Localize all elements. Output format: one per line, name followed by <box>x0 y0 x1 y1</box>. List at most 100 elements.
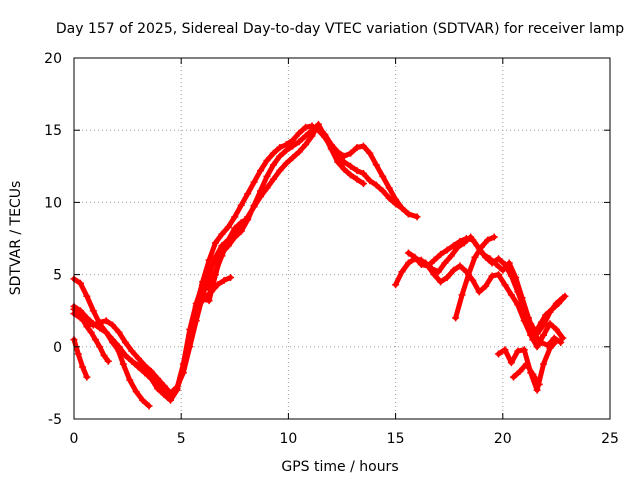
data-point <box>145 402 153 410</box>
data-point <box>76 279 84 287</box>
data-point <box>359 180 367 188</box>
data-point <box>501 346 509 354</box>
data-point <box>501 281 509 289</box>
data-point <box>100 351 108 359</box>
data-point <box>126 376 134 384</box>
data-point <box>231 224 239 232</box>
data-point <box>507 291 515 299</box>
data-point <box>89 321 97 329</box>
data-point <box>434 268 442 276</box>
data-point <box>302 132 310 140</box>
data-point <box>102 328 110 336</box>
data-point <box>449 266 457 274</box>
data-point <box>559 334 567 342</box>
data-point <box>546 344 554 352</box>
data-point <box>353 144 361 152</box>
data-point <box>537 318 545 326</box>
data-point <box>250 178 258 186</box>
data-point <box>109 321 117 329</box>
y-tick-label: -5 <box>48 412 62 428</box>
data-point <box>561 292 569 300</box>
data-point <box>276 167 284 175</box>
data-point <box>542 311 550 319</box>
data-series <box>70 120 569 410</box>
data-point <box>295 148 303 156</box>
data-point <box>244 190 252 198</box>
data-point <box>79 363 87 371</box>
data-point <box>102 317 110 325</box>
data-point <box>456 262 464 270</box>
series-track-line <box>71 337 90 380</box>
data-point <box>398 204 406 212</box>
data-point <box>495 271 503 279</box>
data-point <box>334 158 342 166</box>
data-point <box>139 396 147 404</box>
data-point <box>430 256 438 264</box>
data-point <box>282 159 290 167</box>
data-point <box>321 132 329 140</box>
data-point <box>495 350 503 358</box>
data-point <box>205 297 213 305</box>
data-point <box>398 268 406 276</box>
data-point <box>104 357 112 365</box>
data-point <box>128 357 136 365</box>
data-point <box>327 145 335 153</box>
data-point <box>224 237 232 245</box>
axis-ticks: 0 5 10 15 20 25 -5 0 5 10 15 20 <box>44 51 619 447</box>
data-point <box>518 294 526 302</box>
data-point <box>437 278 445 286</box>
data-point <box>492 260 500 268</box>
y-tick-label: 10 <box>44 195 62 211</box>
data-point <box>529 336 537 344</box>
data-point <box>505 259 513 267</box>
x-axis-label: GPS time / hours <box>281 459 398 475</box>
data-point <box>276 144 284 152</box>
data-point <box>199 295 207 303</box>
series-5 <box>70 336 91 381</box>
data-point <box>520 317 528 325</box>
data-point <box>295 138 303 146</box>
data-point <box>147 375 155 383</box>
data-point <box>340 152 348 160</box>
data-point <box>132 388 140 396</box>
data-point <box>119 360 127 368</box>
series-10 <box>392 255 567 351</box>
data-point <box>250 203 258 211</box>
y-axis-label: SDTVAR / TECUs <box>8 181 24 296</box>
x-tick-label: 20 <box>494 431 512 447</box>
series-9 <box>194 237 232 307</box>
data-point <box>115 328 123 336</box>
data-point <box>443 273 451 281</box>
data-point <box>353 167 361 175</box>
x-tick-label: 10 <box>279 431 297 447</box>
data-point <box>96 320 104 328</box>
data-point <box>141 369 149 377</box>
data-point <box>477 243 485 251</box>
series-14 <box>495 337 560 394</box>
y-tick-label: 20 <box>44 51 62 67</box>
data-point <box>295 129 303 137</box>
data-point <box>512 273 520 281</box>
data-point <box>480 250 488 258</box>
data-point <box>510 373 518 381</box>
data-point <box>79 315 87 323</box>
data-point <box>160 382 168 390</box>
data-point <box>263 157 271 165</box>
data-point <box>359 170 367 178</box>
data-point <box>347 171 355 179</box>
data-point <box>263 172 271 180</box>
data-point <box>212 239 220 247</box>
data-point <box>516 367 524 375</box>
data-point <box>289 154 297 162</box>
data-point <box>347 149 355 157</box>
x-tick-label: 25 <box>601 431 619 447</box>
data-point <box>522 360 530 368</box>
y-tick-label: 0 <box>53 340 62 356</box>
data-point <box>488 272 496 280</box>
data-point <box>227 273 235 281</box>
data-point <box>218 249 226 257</box>
data-point <box>471 253 479 261</box>
data-point <box>467 233 475 241</box>
data-point <box>269 161 277 169</box>
data-point <box>454 243 462 251</box>
